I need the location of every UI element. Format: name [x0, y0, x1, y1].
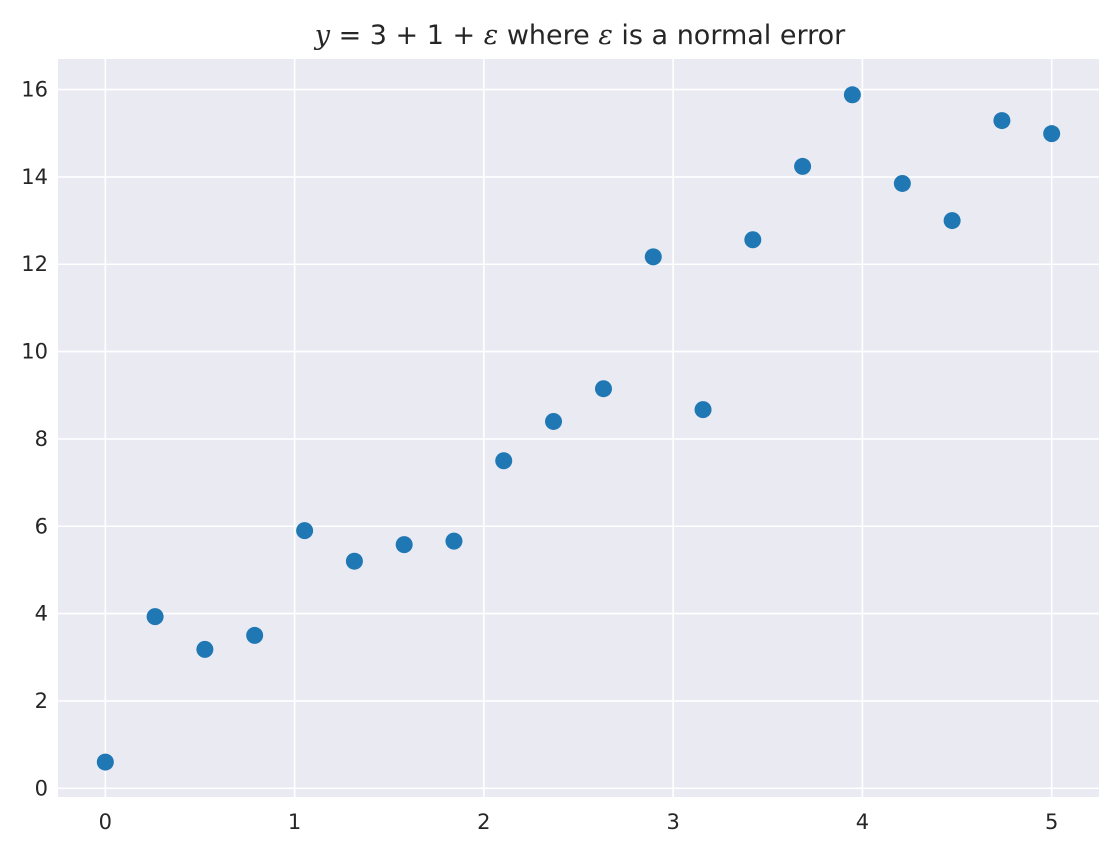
- chart-title-part: is a normal error: [613, 20, 846, 51]
- data-points: [96, 86, 1061, 771]
- chart-title-part: where: [498, 20, 598, 51]
- data-point: [694, 401, 712, 419]
- chart-title-part: y: [314, 20, 331, 51]
- data-point: [993, 112, 1011, 130]
- data-point: [495, 452, 513, 470]
- x-tick-label: 4: [856, 810, 869, 834]
- y-tick-label: 8: [35, 427, 48, 451]
- data-point: [594, 380, 612, 398]
- data-point: [943, 212, 961, 230]
- grid: [58, 59, 1099, 797]
- data-point: [445, 532, 463, 550]
- y-tick-label: 2: [35, 689, 48, 713]
- data-point: [395, 536, 413, 554]
- plot-area: [58, 59, 1099, 797]
- chart-title-part: ε: [598, 20, 613, 51]
- data-point: [744, 231, 762, 249]
- x-tick-label: 3: [666, 810, 679, 834]
- y-tick-label: 0: [35, 776, 48, 800]
- data-point: [545, 412, 563, 430]
- chart-title: y = 3 + 1 + ε where ε is a normal error: [314, 20, 846, 51]
- x-tick-label: 5: [1045, 810, 1058, 834]
- data-point: [794, 157, 812, 175]
- data-point: [644, 248, 662, 266]
- y-tick-label: 12: [21, 252, 48, 276]
- y-tick-label: 16: [21, 78, 48, 102]
- y-tick-label: 14: [21, 165, 48, 189]
- x-tick-label: 1: [288, 810, 301, 834]
- x-tick-label: 2: [477, 810, 490, 834]
- y-tick-label: 6: [35, 514, 48, 538]
- chart-title-part: = 3 + 1 +: [330, 20, 484, 51]
- data-point: [196, 640, 214, 658]
- data-point: [893, 174, 911, 192]
- data-point: [1043, 125, 1061, 143]
- x-tick-label: 0: [99, 810, 112, 834]
- chart-title-part: ε: [484, 20, 499, 51]
- y-tick-label: 10: [21, 340, 48, 364]
- data-point: [96, 753, 114, 771]
- data-point: [345, 552, 363, 570]
- data-point: [296, 522, 314, 540]
- data-point: [843, 86, 861, 104]
- data-point: [146, 608, 164, 626]
- data-point: [246, 626, 264, 644]
- y-tick-label: 4: [35, 602, 48, 626]
